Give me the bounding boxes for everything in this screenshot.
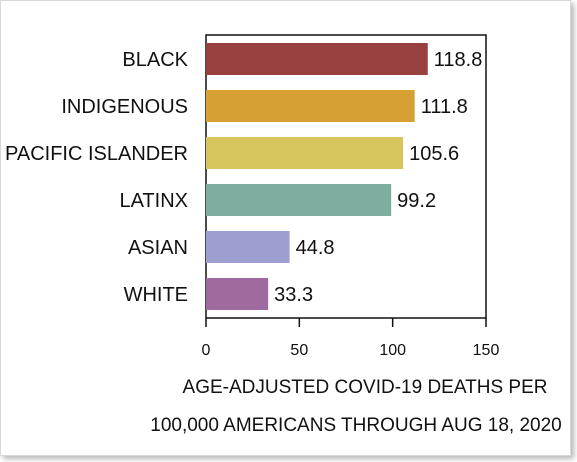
value-label-asian: 44.8	[296, 237, 335, 259]
category-label-white: WHITE	[124, 284, 188, 306]
category-label-black: BLACK	[122, 49, 188, 71]
bar-latinx	[206, 184, 392, 216]
category-label-indigenous: INDIGENOUS	[61, 96, 188, 118]
x-axis-label-line-2: 100,000 AMERICANS THROUGH AUG 18, 2020	[150, 415, 562, 436]
bar-indigenous	[206, 90, 415, 122]
category-label-pacific-islander: PACIFIC ISLANDER	[5, 143, 188, 165]
x-tick-label: 0	[202, 342, 211, 359]
category-label-asian: ASIAN	[128, 237, 188, 259]
x-tick-label: 50	[290, 342, 308, 359]
bar-white	[206, 278, 269, 310]
bar-pacific-islander	[206, 137, 404, 169]
x-tick-label: 150	[473, 342, 500, 359]
x-tick-label: 100	[379, 342, 406, 359]
value-label-black: 118.8	[434, 49, 483, 71]
category-label-latinx: LATINX	[119, 190, 188, 212]
bar-chart: BLACK 118.8 INDIGENOUS 111.8 PACIFIC ISLANDE…	[5, 34, 562, 436]
value-label-white: 33.3	[274, 284, 313, 306]
plot-area	[205, 34, 487, 319]
value-label-indigenous: 111.8	[421, 96, 468, 118]
bar-black	[206, 43, 428, 75]
value-label-latinx: 99.2	[397, 190, 436, 212]
value-label-pacific-islander: 105.6	[409, 143, 459, 165]
chart-frame: BLACK 118.8 INDIGENOUS 111.8 PACIFIC ISLANDE…	[0, 0, 571, 456]
x-axis-label-line-1: AGE-ADJUSTED COVID-19 DEATHS PER	[183, 377, 548, 398]
bar-asian	[206, 231, 290, 263]
